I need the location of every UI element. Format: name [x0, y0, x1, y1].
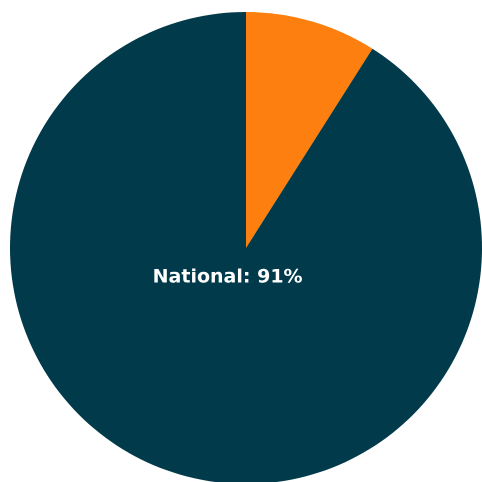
pie-slice — [10, 12, 482, 482]
slice-label: National: 91% — [153, 265, 303, 287]
pie-slice — [246, 12, 373, 248]
